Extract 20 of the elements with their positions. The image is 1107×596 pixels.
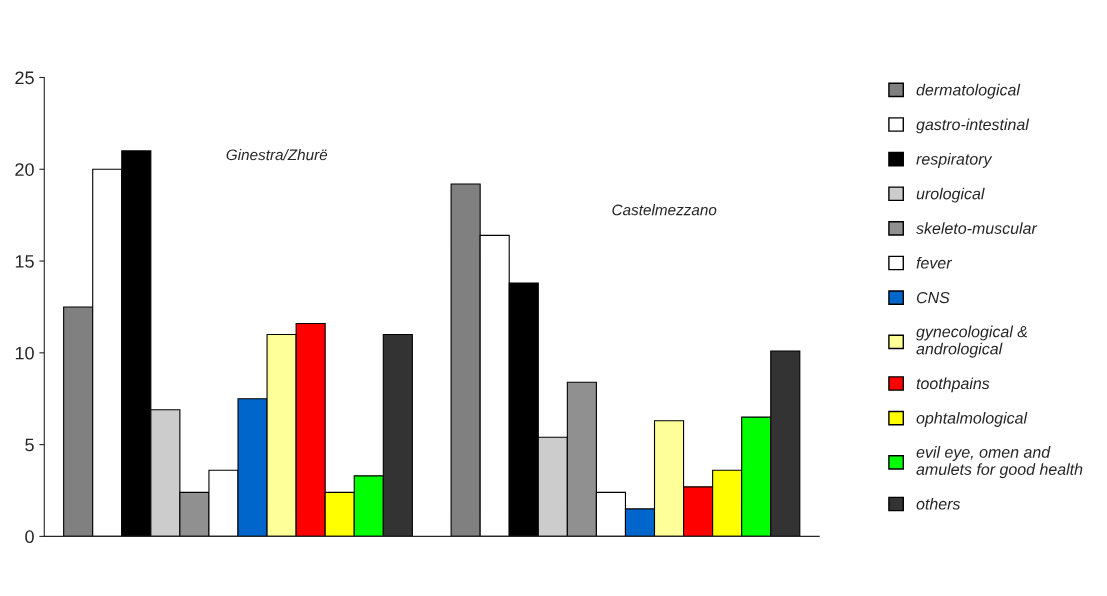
legend-label: gynecological & andrological <box>916 325 1028 358</box>
legend-label: ophtalmological <box>916 412 1028 427</box>
x-tick-label: Castelmezzano <box>612 204 717 216</box>
y-tick-label: 10 <box>15 346 34 360</box>
y-tick-label: 5 <box>25 438 34 452</box>
legend-label: toothpains <box>916 377 990 393</box>
legend-label: urological <box>916 187 985 203</box>
legend-label: respiratory <box>916 153 993 168</box>
legend-label: dermatological <box>916 83 1021 99</box>
y-tick-label: 20 <box>15 163 34 176</box>
y-tick-label: 15 <box>15 255 34 268</box>
legend-label: evil eye, omen and amulets for good health <box>916 446 1083 479</box>
legend-label: CNS <box>916 291 950 304</box>
legend-label: others <box>916 497 961 510</box>
x-tick-label: Ginestra/Zhurë <box>226 149 328 161</box>
legend-label: gastro-intestinal <box>916 118 1030 134</box>
y-tick-label: 0 <box>25 530 34 544</box>
y-tick-label: 25 <box>15 71 34 85</box>
legend-label: skeleto-muscular <box>916 222 1038 234</box>
legend-label: fever <box>916 256 953 269</box>
